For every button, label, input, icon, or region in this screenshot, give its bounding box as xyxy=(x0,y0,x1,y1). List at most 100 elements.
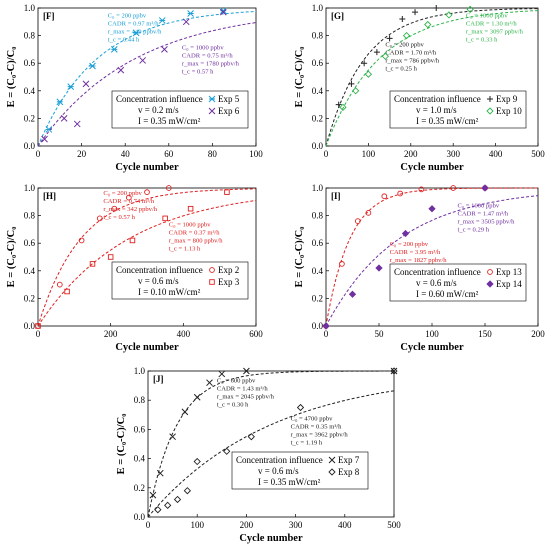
y-tick-label: 0.2 xyxy=(24,113,35,123)
data-point xyxy=(78,237,85,244)
x-tick-label: 300 xyxy=(446,149,460,159)
annotation-line: C₀ = 200 ppbv xyxy=(108,13,147,20)
data-point xyxy=(162,215,168,222)
data-point xyxy=(89,261,96,267)
fit-curve-exp-3 xyxy=(37,200,257,327)
data-point xyxy=(64,288,70,295)
fit-curve-exp-14 xyxy=(325,195,539,327)
y-tick-label: 0.6 xyxy=(312,58,324,68)
y-tick-label: 0.0 xyxy=(24,141,36,151)
data-point xyxy=(450,185,457,191)
legend-entry: Exp 7 xyxy=(338,455,360,465)
data-point xyxy=(364,70,373,78)
data-point xyxy=(352,87,360,95)
data-point xyxy=(381,193,388,200)
y-tick-label: 0.8 xyxy=(24,31,36,41)
data-point xyxy=(218,370,226,378)
annotation-line: CADR = 1.30 m³/h xyxy=(466,21,517,28)
data-point xyxy=(223,447,231,455)
y-tick-label: 0.2 xyxy=(24,293,35,303)
annotation-line: CADR = 0.75 m³/h xyxy=(182,52,233,59)
data-point xyxy=(144,189,150,195)
panel-J: 0.0 0.2 0.4 0.6 0.8 1.0 0 100 200 300 400 500 Cycle … xyxy=(116,366,401,544)
legend-title: Concentration influence xyxy=(116,94,203,104)
annotation-line: C₀ = 1000 ppbv xyxy=(457,202,499,209)
data-point xyxy=(139,57,146,64)
annotation-line: CADR = 1.70 m³/h xyxy=(385,50,436,57)
data-point xyxy=(149,491,157,499)
annotation-line: t_c = 0.29 h xyxy=(457,226,489,233)
data-point xyxy=(361,60,368,67)
data-point xyxy=(96,215,103,222)
x-tick-label: 100 xyxy=(362,149,376,159)
y-tick-label: 1.0 xyxy=(134,366,146,376)
data-point xyxy=(173,495,182,504)
data-point xyxy=(373,49,380,56)
legend-condition: v = 0.2 m/s xyxy=(138,105,179,115)
annotation-line: t_c = 0.57 h xyxy=(182,68,214,75)
data-point xyxy=(339,261,345,267)
annotation-line: t_c = 0.30 h xyxy=(217,402,249,409)
annotation-line: r_max = 786 ppbv/h xyxy=(385,58,439,65)
data-point xyxy=(187,205,194,212)
x-tick-label: 0 xyxy=(36,329,41,339)
plot-frame xyxy=(37,7,257,147)
panel-H: 0.0 0.2 0.4 0.6 0.8 1.0 0 200 400 600 Cycle number… xyxy=(6,183,263,353)
y-tick-label: 0.2 xyxy=(312,113,323,123)
annotation-line: C₀ = 1000 ppbv xyxy=(466,13,508,20)
legend-box xyxy=(389,90,527,129)
annotation-line: r_max = 3505 ppbv/h xyxy=(457,218,515,225)
data-point xyxy=(117,66,125,74)
panel-label: [H] xyxy=(43,191,56,201)
annotation-line: r_max = 2045 ppbv/h xyxy=(217,394,275,401)
x-tick-label: 50 xyxy=(375,329,385,339)
data-point xyxy=(89,62,96,70)
data-point xyxy=(397,190,404,197)
legend-entry: Exp 14 xyxy=(496,279,522,289)
data-point xyxy=(35,323,41,329)
data-point xyxy=(481,184,489,192)
data-point xyxy=(296,403,305,412)
y-tick-label: 0.6 xyxy=(24,58,36,68)
data-point xyxy=(412,9,419,16)
data-point xyxy=(466,5,474,14)
x-tick-label: 0 xyxy=(324,149,329,159)
data-point xyxy=(428,205,436,213)
panel-label: [F] xyxy=(43,11,55,21)
annotation-line: t_c = 0.57 h xyxy=(103,214,135,221)
annotation-line: CADR = 0.37 m³/h xyxy=(169,230,220,237)
y-tick-label: 0.0 xyxy=(312,321,324,331)
y-tick-label: 0.8 xyxy=(134,395,146,405)
legend-entry: Exp 13 xyxy=(496,267,522,277)
data-point xyxy=(183,487,191,495)
legend-title: Concentration influence xyxy=(236,455,323,465)
x-tick-label: 300 xyxy=(289,520,303,530)
annotation-line: t_c = 0.44 h xyxy=(108,37,140,44)
legend-condition: I = 0.35 mW/cm² xyxy=(416,116,479,126)
annotation-line: r_max = 800 ppbv/h xyxy=(169,238,223,245)
plot-frame xyxy=(37,187,257,327)
data-point xyxy=(164,501,172,509)
legend-box xyxy=(111,90,249,129)
x-tick-label: 400 xyxy=(489,149,503,159)
fit-curve-exp-7 xyxy=(147,370,394,518)
data-point xyxy=(193,393,201,401)
y-tick-label: 0.0 xyxy=(24,321,36,331)
data-point xyxy=(433,5,440,11)
y-tick-label: 0.4 xyxy=(24,266,36,276)
data-point xyxy=(386,35,393,42)
x-tick-label: 80 xyxy=(208,149,218,159)
x-tick-label: 60 xyxy=(164,149,174,159)
legend-marker xyxy=(208,107,216,115)
x-tick-label: 200 xyxy=(104,329,118,339)
data-point xyxy=(82,80,90,88)
x-tick-label: 100 xyxy=(425,329,439,339)
annotation-line: C₀ = 1000 ppbv xyxy=(169,222,211,229)
data-point xyxy=(60,115,68,122)
x-tick-label: 400 xyxy=(338,520,352,530)
annotation-line: r_max = 342 ppbv/h xyxy=(103,206,157,213)
y-tick-label: 0.8 xyxy=(312,211,324,221)
data-point xyxy=(187,10,194,17)
data-point xyxy=(322,322,330,330)
x-tick-label: 0 xyxy=(146,520,151,530)
